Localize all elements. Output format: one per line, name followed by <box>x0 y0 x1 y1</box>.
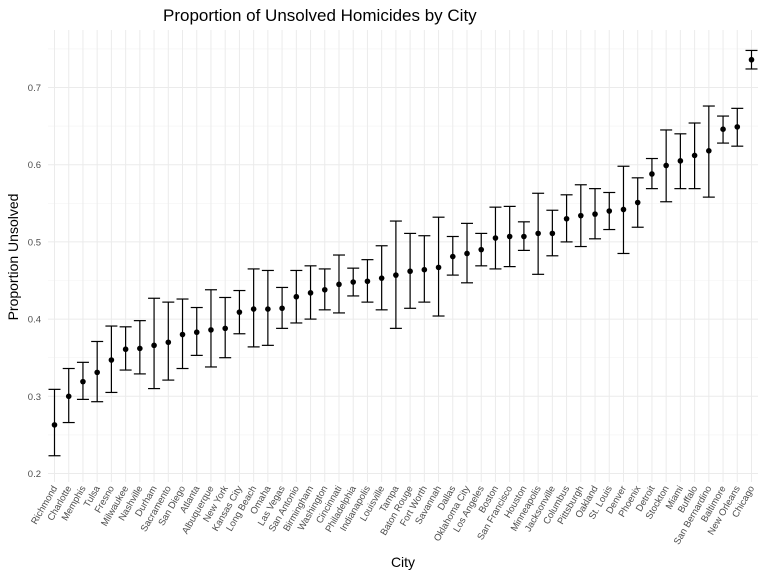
data-point <box>137 345 143 352</box>
data-point <box>321 286 328 293</box>
data-point <box>449 253 456 260</box>
data-point <box>748 56 755 63</box>
data-point <box>620 206 627 213</box>
data-point <box>734 124 741 130</box>
y-tick-label: 0.3 <box>28 392 41 403</box>
y-tick-label: 0.2 <box>28 469 41 480</box>
data-point <box>435 264 442 271</box>
data-point <box>179 331 186 338</box>
data-point <box>649 171 655 177</box>
data-point <box>478 246 485 253</box>
data-point <box>279 305 285 312</box>
data-point <box>193 329 200 336</box>
data-point <box>222 325 228 332</box>
grid <box>48 30 758 482</box>
data-point <box>65 393 72 400</box>
data-point <box>407 268 413 275</box>
data-point <box>535 230 541 237</box>
data-points <box>51 56 755 428</box>
data-point <box>492 235 499 241</box>
y-axis-ticks: 0.2 0.3 0.4 0.5 0.6 0.7 <box>28 83 41 480</box>
data-point <box>464 250 470 257</box>
data-point <box>165 339 172 346</box>
data-point <box>606 208 613 214</box>
error-bars <box>48 49 758 457</box>
x-axis-title: City <box>391 554 415 570</box>
data-point <box>151 342 157 349</box>
data-point <box>250 306 257 312</box>
data-point <box>336 281 342 288</box>
data-point <box>236 309 243 315</box>
y-tick-label: 0.7 <box>28 83 41 94</box>
data-point <box>578 212 584 219</box>
data-point <box>350 279 357 285</box>
data-point <box>634 199 641 206</box>
data-point <box>393 272 399 278</box>
data-point <box>80 378 86 385</box>
data-point <box>108 357 115 363</box>
data-point <box>307 290 314 296</box>
data-point <box>122 346 129 353</box>
data-point <box>94 369 100 376</box>
data-point <box>51 422 58 428</box>
data-point <box>691 152 698 159</box>
data-point <box>421 266 428 273</box>
chart-title: Proportion of Unsolved Homicides by City <box>163 6 477 25</box>
data-point <box>364 278 371 285</box>
data-point <box>677 158 684 164</box>
y-axis-title: Proportion Unsolved <box>5 194 21 321</box>
data-point <box>563 215 570 222</box>
y-tick-label: 0.6 <box>28 160 41 171</box>
data-point <box>663 162 669 169</box>
y-tick-label: 0.5 <box>28 237 41 248</box>
data-point <box>265 306 271 312</box>
y-tick-label: 0.4 <box>28 315 41 326</box>
data-point <box>521 233 527 240</box>
data-point <box>720 126 726 132</box>
data-point <box>706 148 712 154</box>
data-point <box>208 327 214 333</box>
data-point <box>549 230 556 237</box>
x-axis-ticks: RichmondCharlotteMemphisTulsaFresnoMilwa… <box>29 483 757 546</box>
data-point <box>293 293 300 300</box>
data-point <box>378 275 385 281</box>
data-point <box>506 233 513 240</box>
data-point <box>592 211 598 217</box>
